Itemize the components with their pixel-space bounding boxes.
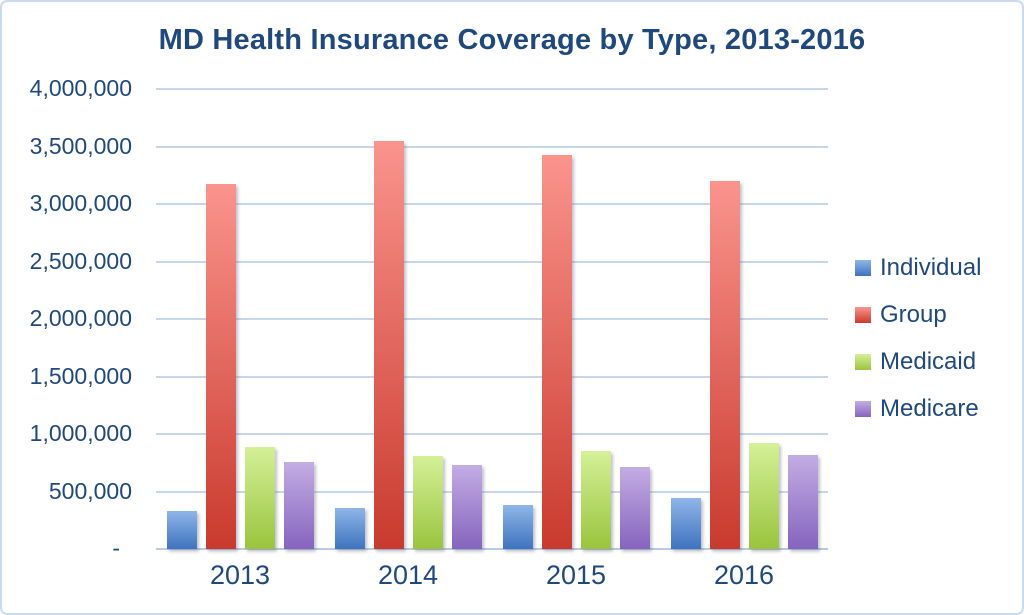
legend-label: Individual bbox=[880, 254, 982, 281]
legend-marker-medicare-icon bbox=[855, 401, 871, 417]
y-tick-label: 3,000,000 bbox=[29, 189, 132, 216]
y-tick-label: 1,000,000 bbox=[29, 419, 132, 446]
y-tick-label: 2,500,000 bbox=[29, 247, 132, 274]
gridline bbox=[156, 260, 828, 263]
y-tick-label: 2,000,000 bbox=[29, 304, 132, 331]
x-axis-labels: 2013 2014 2015 2016 bbox=[156, 560, 828, 591]
bar-medicare-2014 bbox=[451, 465, 482, 549]
legend-item-medicaid: Medicaid bbox=[855, 348, 981, 376]
x-tick-label: 2013 bbox=[209, 560, 271, 590]
bar-individual-2015 bbox=[502, 505, 533, 549]
gridline bbox=[156, 88, 828, 90]
gridline bbox=[156, 490, 828, 493]
x-tick-label: 2014 bbox=[377, 560, 439, 590]
y-tick-label: 500,000 bbox=[48, 477, 132, 504]
bar-medicaid-2015 bbox=[580, 451, 611, 549]
bar-individual-2014 bbox=[334, 507, 365, 549]
bar-medicare-2015 bbox=[619, 467, 650, 549]
bar-group-2013 bbox=[205, 184, 236, 549]
gridline bbox=[156, 203, 828, 205]
bar-medicare-2016 bbox=[787, 454, 818, 549]
bar-individual-2013 bbox=[166, 511, 197, 549]
x-tick-label: 2016 bbox=[713, 560, 775, 590]
gridline bbox=[156, 433, 828, 435]
chart-title: MD Health Insurance Coverage by Type, 20… bbox=[158, 24, 866, 56]
category-group-2013 bbox=[156, 89, 324, 549]
bar-group-2014 bbox=[373, 140, 404, 549]
category-group-2016 bbox=[660, 89, 828, 549]
legend-label: Medicaid bbox=[880, 348, 977, 375]
category-group-2014 bbox=[324, 89, 492, 549]
bar-medicare-2013 bbox=[283, 461, 314, 549]
bar-series-area bbox=[156, 89, 828, 549]
y-tick-label: 1,500,000 bbox=[29, 362, 132, 389]
bar-medicaid-2014 bbox=[412, 455, 443, 549]
legend-marker-group-icon bbox=[855, 307, 871, 323]
category-group-2015 bbox=[492, 89, 660, 549]
gridline bbox=[156, 318, 828, 320]
gridline bbox=[156, 375, 828, 378]
y-tick-label: 4,000,000 bbox=[29, 74, 132, 101]
y-tick-label: 3,500,000 bbox=[29, 132, 132, 159]
legend-item-group: Group bbox=[855, 301, 981, 329]
bar-medicaid-2013 bbox=[244, 446, 275, 549]
legend-marker-medicaid-icon bbox=[855, 354, 871, 370]
legend-label: Group bbox=[880, 301, 947, 328]
legend: Individual Group Medicaid Medicare bbox=[855, 254, 981, 442]
legend-item-medicare: Medicare bbox=[855, 395, 981, 423]
y-axis-labels: 4,000,000 3,500,000 3,000,000 2,500,000 2,00… bbox=[2, 75, 140, 561]
bar-medicaid-2016 bbox=[748, 443, 779, 549]
x-tick-label: 2015 bbox=[545, 560, 607, 590]
plot-area bbox=[156, 88, 828, 550]
legend-label: Medicare bbox=[880, 395, 979, 422]
legend-item-individual: Individual bbox=[855, 254, 981, 282]
y-tick-label: - bbox=[112, 534, 120, 561]
x-axis-line bbox=[156, 548, 828, 550]
legend-marker-individual-icon bbox=[855, 260, 871, 276]
bar-group-2015 bbox=[541, 154, 572, 549]
bar-group-2016 bbox=[709, 181, 740, 549]
gridline bbox=[156, 145, 828, 148]
bar-individual-2016 bbox=[670, 498, 701, 549]
